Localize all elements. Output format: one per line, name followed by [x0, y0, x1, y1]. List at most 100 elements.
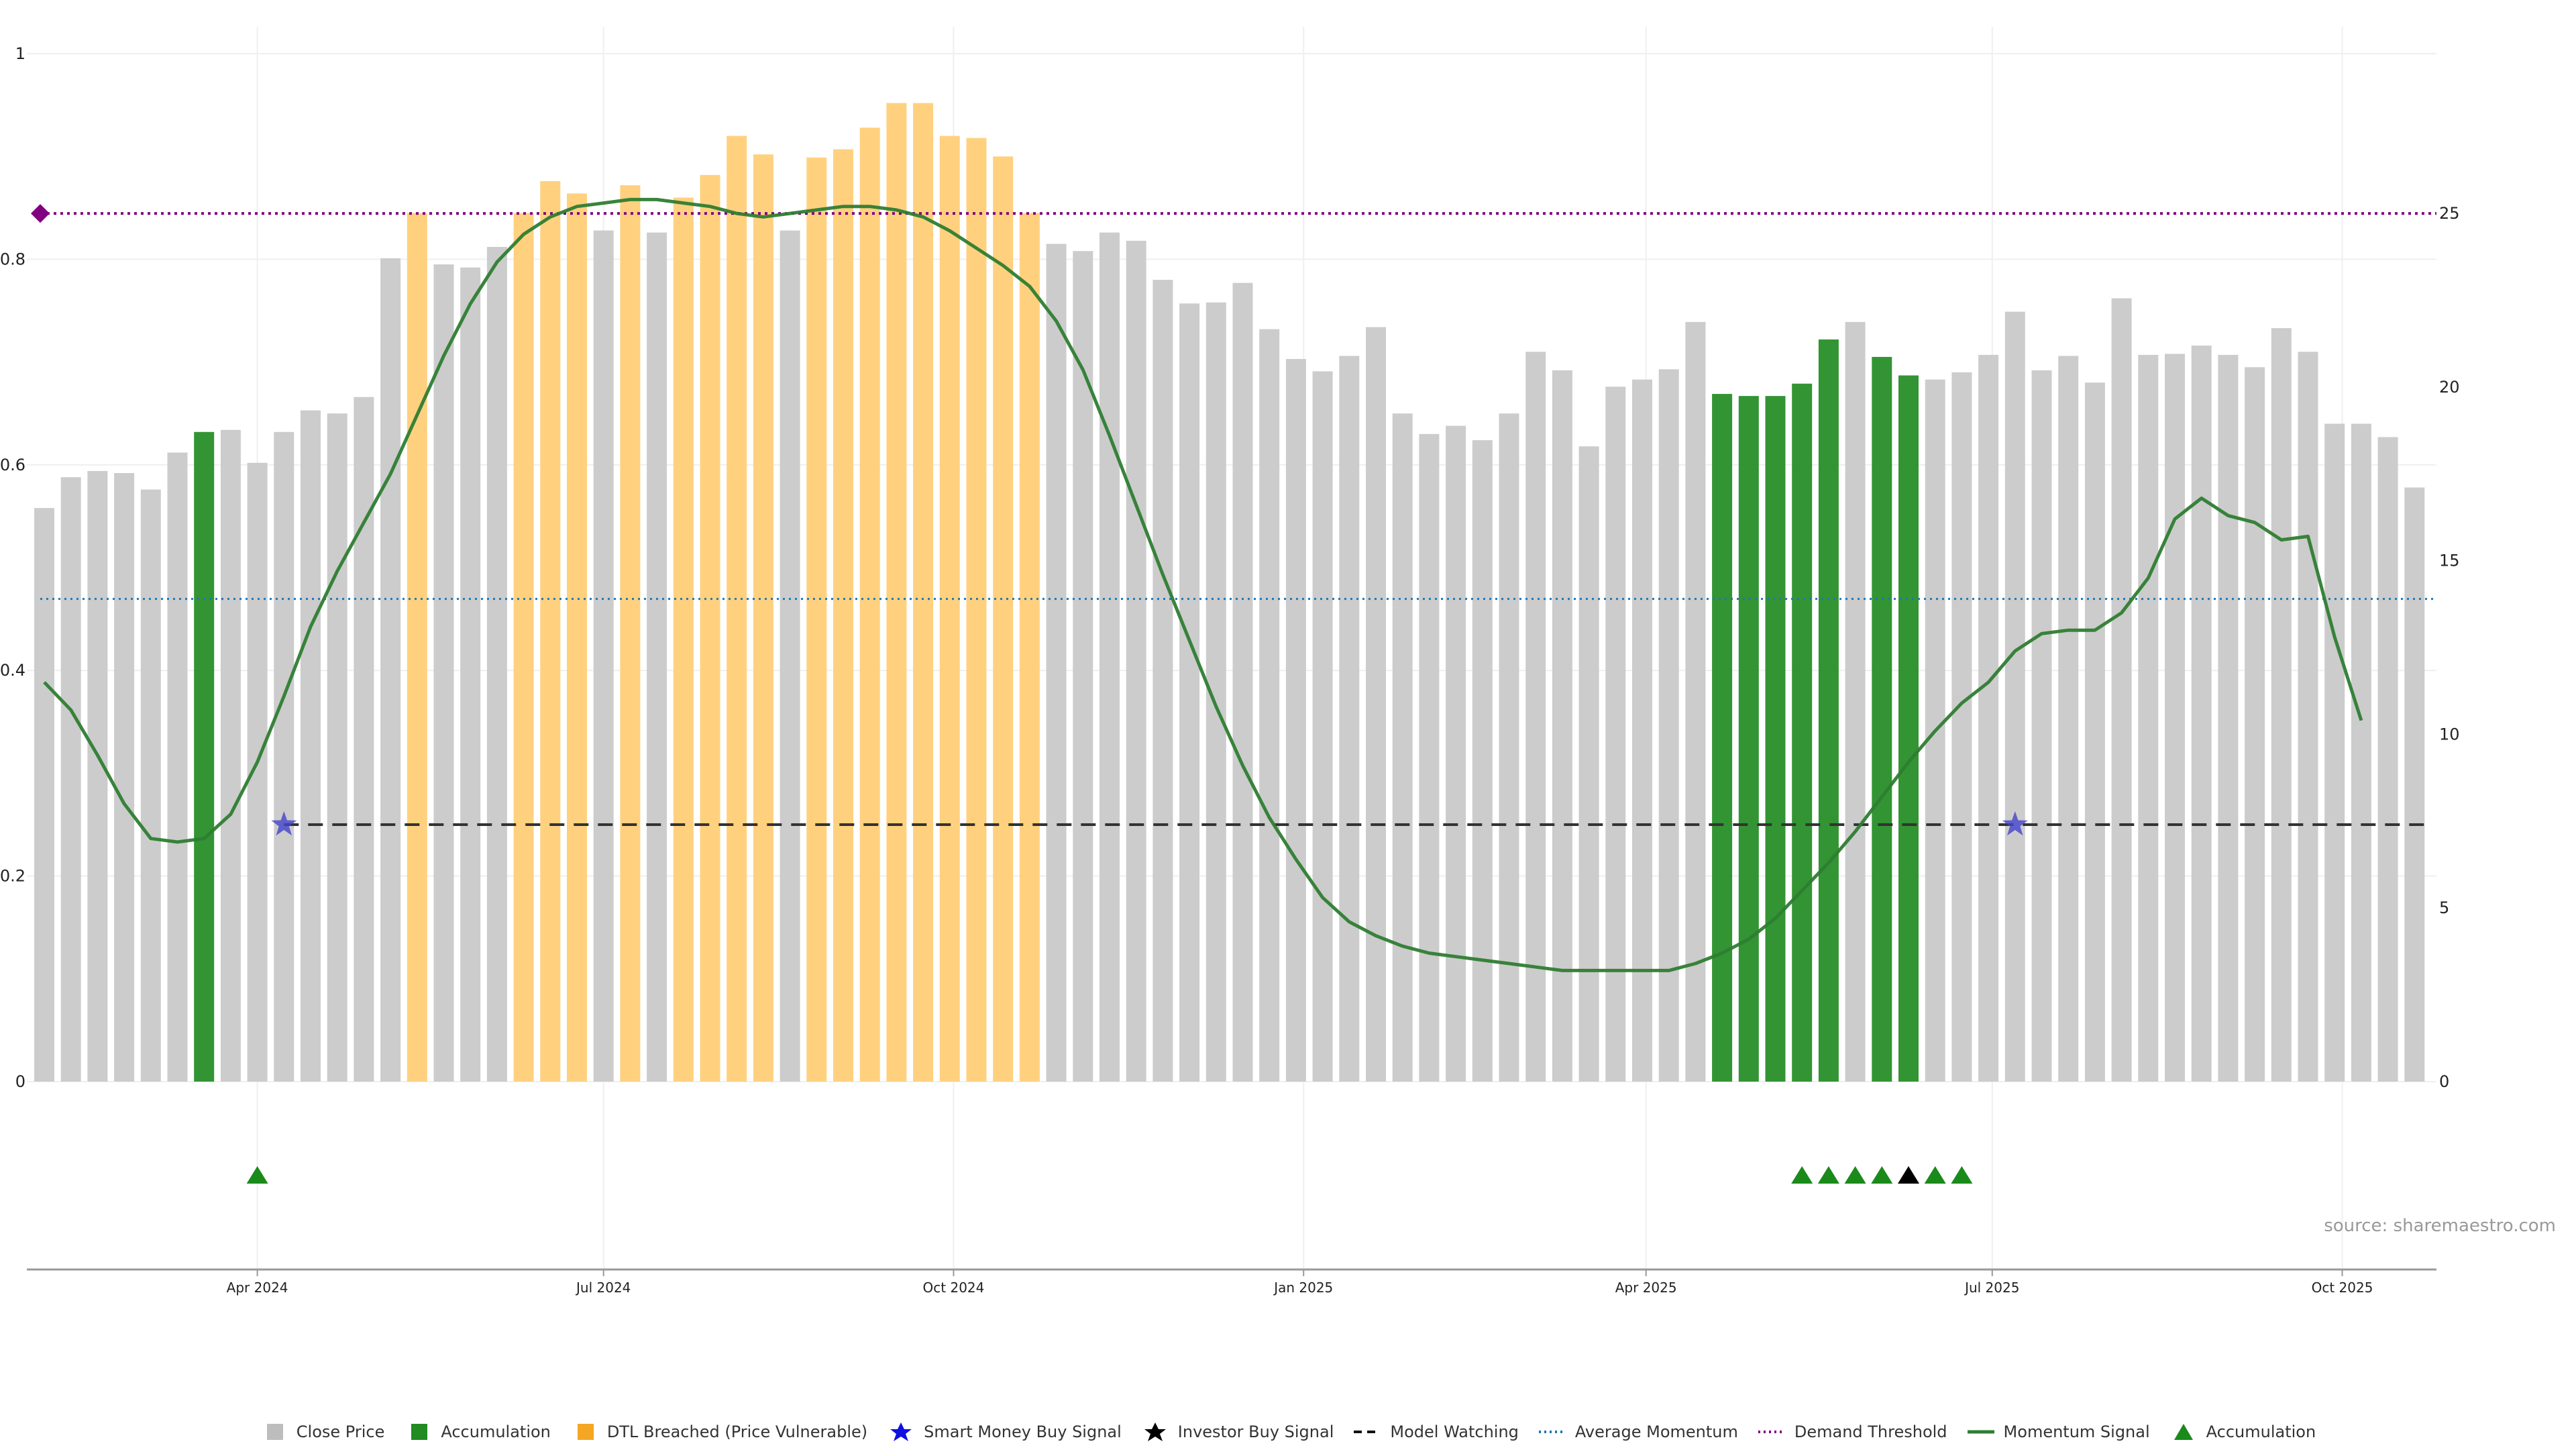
legend-item: Close Price	[260, 1422, 385, 1441]
accumulation-marker	[1951, 1166, 1973, 1184]
bar	[1978, 354, 1999, 1082]
legend-item: Momentum Signal	[1967, 1422, 2150, 1441]
bar	[1046, 244, 1067, 1082]
bar	[1738, 396, 1759, 1082]
star-icon	[888, 1422, 914, 1441]
bar	[460, 267, 481, 1082]
bar	[2165, 354, 2185, 1082]
bar	[2271, 328, 2292, 1082]
bar	[540, 180, 561, 1082]
x-tick-label: Oct 2025	[2312, 1280, 2373, 1296]
bar	[1472, 440, 1493, 1082]
x-tick-label: Apr 2025	[1615, 1280, 1677, 1296]
y-left-tick-label: 0	[15, 1072, 25, 1091]
legend-label: Smart Money Buy Signal	[924, 1422, 1122, 1441]
bar	[753, 154, 773, 1082]
legend-label: Accumulation	[441, 1422, 551, 1441]
bar	[593, 230, 614, 1082]
bar	[1872, 356, 1892, 1082]
legend-label: Demand Threshold	[1794, 1422, 1947, 1441]
bar	[433, 264, 454, 1082]
bar	[1632, 379, 1652, 1082]
bar	[806, 157, 827, 1082]
dash-line-icon	[1354, 1422, 1381, 1441]
bar	[220, 429, 241, 1082]
bar	[913, 103, 934, 1082]
bar	[1818, 339, 1839, 1082]
bar	[114, 473, 135, 1082]
legend-item: Smart Money Buy Signal	[888, 1422, 1122, 1441]
bar	[2404, 487, 2425, 1082]
legend-label: Accumulation	[2206, 1422, 2316, 1441]
smart-money-buy-star	[271, 811, 297, 836]
bar	[2058, 356, 2079, 1082]
y-left-tick-label: 0.2	[0, 867, 25, 886]
bar	[140, 489, 161, 1082]
legend-label: Close Price	[296, 1422, 385, 1441]
bar	[2298, 352, 2318, 1082]
triangle-icon	[2170, 1422, 2197, 1441]
x-tick-label: Apr 2024	[227, 1280, 288, 1296]
y-right-tick-label: 10	[2439, 725, 2460, 743]
bar	[87, 470, 108, 1082]
dot-line-icon	[1758, 1422, 1785, 1441]
legend-label: Average Momentum	[1574, 1422, 1738, 1441]
y-right-tick-label: 0	[2439, 1072, 2449, 1091]
accumulation-marker	[1791, 1166, 1813, 1184]
bar	[2111, 298, 2132, 1082]
bar	[1285, 359, 1306, 1082]
accumulation-marker	[1844, 1166, 1866, 1184]
bar	[34, 508, 54, 1082]
bar	[1152, 280, 1173, 1082]
x-tick-label: Oct 2024	[923, 1280, 985, 1296]
bar	[886, 103, 907, 1082]
bar	[2031, 370, 2052, 1082]
bar	[1259, 329, 1280, 1082]
legend-label: Investor Buy Signal	[1177, 1422, 1334, 1441]
bar	[1499, 413, 1519, 1082]
bar	[620, 185, 641, 1082]
bar	[2351, 423, 2371, 1082]
bar	[1392, 413, 1413, 1082]
bar	[1099, 232, 1120, 1082]
accumulation-marker	[246, 1166, 268, 1184]
dot-line-icon	[1538, 1422, 1566, 1441]
bar	[274, 431, 294, 1082]
y-left-tick-label: 1	[15, 44, 25, 63]
bar	[833, 149, 853, 1082]
bar	[1019, 213, 1040, 1082]
bar	[1419, 433, 1440, 1082]
legend-label: Model Watching	[1390, 1422, 1519, 1441]
bar	[1339, 356, 1360, 1082]
x-tick-label: Jul 2025	[1964, 1280, 2019, 1296]
bar	[2084, 382, 2105, 1082]
square-icon	[260, 1422, 287, 1441]
investor-buy-marker	[1898, 1166, 1919, 1184]
bar	[486, 247, 507, 1082]
bar	[780, 230, 800, 1082]
bar	[1366, 327, 1386, 1082]
legend-item: Accumulation	[405, 1422, 551, 1441]
bar	[2245, 367, 2265, 1082]
accumulation-marker	[1924, 1166, 1946, 1184]
legend-item: DTL Breached (Price Vulnerable)	[571, 1422, 867, 1441]
bar	[301, 410, 321, 1082]
legend: Close Price Accumulation DTL Breached (Pri…	[0, 1412, 2576, 1452]
bar	[1126, 240, 1146, 1082]
y-right-tick-label: 20	[2439, 378, 2460, 397]
demand-threshold-marker	[31, 204, 50, 223]
bar	[1951, 372, 1972, 1082]
bar	[513, 213, 534, 1082]
bar	[2324, 423, 2345, 1082]
legend-item: Model Watching	[1354, 1422, 1519, 1441]
legend-label: DTL Breached (Price Vulnerable)	[606, 1422, 868, 1441]
bar	[939, 136, 960, 1082]
bar	[380, 258, 401, 1082]
bar	[1552, 370, 1572, 1082]
square-icon	[405, 1422, 431, 1441]
square-icon	[571, 1422, 598, 1441]
bar	[700, 174, 720, 1082]
bar	[993, 156, 1014, 1082]
bar	[567, 193, 587, 1082]
